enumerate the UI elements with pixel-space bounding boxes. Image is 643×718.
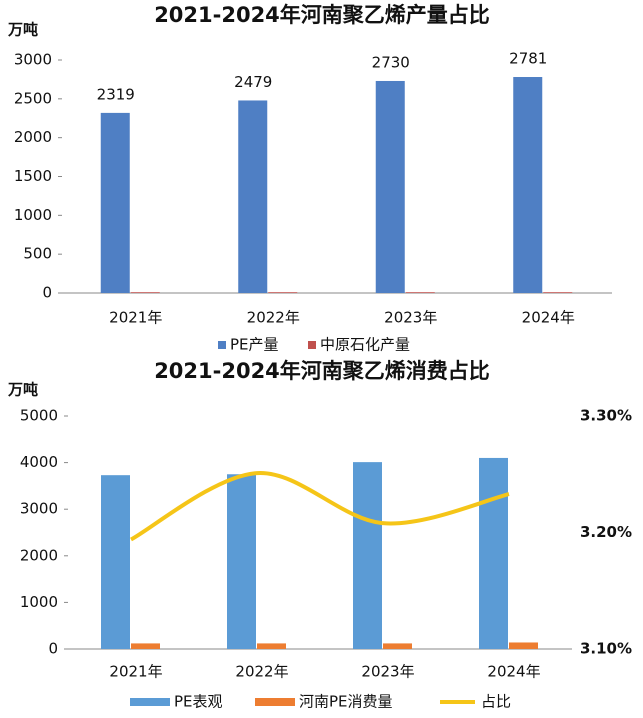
bar [543, 292, 573, 293]
bar [227, 474, 256, 649]
legend-swatch [255, 698, 295, 706]
legend-label: 中原石化产量 [320, 336, 410, 354]
data-label: 2730 [372, 53, 410, 71]
y-tick-label: 0 [48, 640, 58, 658]
bar [513, 77, 543, 293]
chart-title: 2021-2024年河南聚乙烯消费占比 [154, 359, 490, 383]
bar [353, 462, 382, 649]
y-tick-label: 500 [23, 245, 52, 263]
bar [405, 292, 435, 293]
bar [131, 643, 160, 649]
legend-label: PE表观 [174, 693, 223, 711]
x-tick-label: 2024年 [487, 663, 540, 681]
bar [238, 100, 268, 294]
y-tick-label: 2500 [14, 89, 52, 107]
bar [257, 643, 286, 649]
legend-label: 河南PE消费量 [299, 693, 393, 711]
chart-title: 2021-2024年河南聚乙烯产量占比 [154, 3, 490, 27]
legend-label: PE产量 [230, 336, 279, 354]
data-label: 2479 [234, 73, 272, 91]
y-tick-label: 2000 [20, 546, 58, 564]
x-tick-label: 2023年 [361, 663, 414, 681]
y-tick-label: 5000 [20, 407, 58, 425]
bar [100, 112, 130, 294]
bar [130, 292, 160, 293]
y2-tick-label: 3.10% [580, 640, 632, 658]
x-tick-label: 2023年 [384, 309, 437, 327]
y-tick-label: 1500 [14, 167, 52, 185]
y-axis-label: 万吨 [7, 21, 38, 39]
line [130, 471, 510, 542]
data-label: 2319 [97, 85, 135, 103]
legend-swatch [218, 341, 226, 349]
y2-tick-label: 3.30% [580, 407, 632, 425]
bar [383, 643, 412, 649]
x-tick-label: 2024年 [522, 309, 575, 327]
x-tick-label: 2021年 [109, 309, 162, 327]
bar [268, 292, 298, 293]
y-tick-label: 2000 [14, 128, 52, 146]
bar [101, 475, 130, 649]
data-label: 2781 [509, 50, 547, 68]
legend-swatch [130, 698, 170, 706]
y-tick-label: 1000 [20, 593, 58, 611]
x-tick-label: 2022年 [247, 309, 300, 327]
y-tick-label: 4000 [20, 453, 58, 471]
bar [509, 642, 538, 649]
legend-label: 占比 [481, 693, 511, 711]
y-axis-label: 万吨 [7, 381, 38, 399]
y-tick-label: 1000 [14, 206, 52, 224]
y-tick-label: 3000 [14, 51, 52, 69]
legend-swatch [308, 341, 316, 349]
y-tick-label: 0 [42, 284, 52, 302]
y2-tick-label: 3.20% [580, 523, 632, 541]
bar [375, 80, 405, 293]
bar [479, 457, 508, 649]
x-tick-label: 2021年 [109, 663, 162, 681]
y-tick-label: 3000 [20, 500, 58, 518]
x-tick-label: 2022年 [235, 663, 288, 681]
